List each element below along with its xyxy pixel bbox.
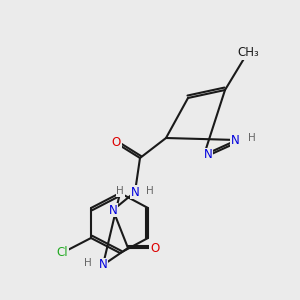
Text: N: N: [204, 148, 212, 161]
Text: H: H: [146, 186, 154, 196]
Text: O: O: [150, 242, 160, 254]
Text: H: H: [116, 186, 124, 196]
Text: H: H: [248, 133, 256, 143]
Text: CH₃: CH₃: [237, 46, 259, 59]
Text: N: N: [130, 185, 140, 199]
Text: N: N: [231, 134, 239, 146]
Text: N: N: [109, 203, 117, 217]
Text: H: H: [84, 258, 92, 268]
Text: O: O: [111, 136, 121, 149]
Text: Cl: Cl: [56, 247, 68, 260]
Text: N: N: [99, 259, 107, 272]
